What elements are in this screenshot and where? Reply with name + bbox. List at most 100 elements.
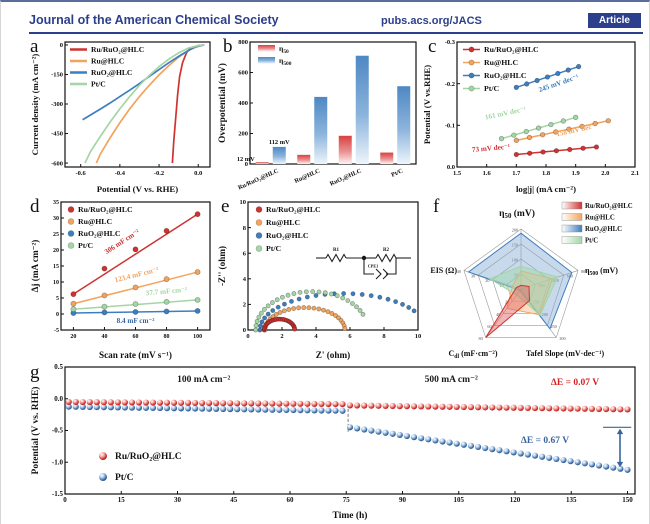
series-Ru@HLC	[513, 118, 611, 143]
svg-text:0: 0	[60, 42, 63, 49]
panel-e-nyquist-chart: e 0 2 4 6 8 10 0 2 4 6 8 10 Z' (ohm) -Z'' (ohm) Ru/RuO…	[216, 196, 424, 360]
svg-text:-1.0: -1.0	[52, 458, 64, 466]
svg-text:0: 0	[243, 327, 246, 334]
svg-text:15: 15	[53, 264, 59, 270]
svg-text:-0.2: -0.2	[154, 170, 164, 177]
legend: Ru/RuO₂@HLC Pt/C	[99, 452, 182, 483]
legend: Ru/RuO₂@HLC Ru@HLC RuO₂@HLC Pt/C	[70, 45, 144, 89]
panel-f-radar-chart: f 50100150200200400600800150200250300204…	[424, 196, 641, 360]
series-RuO₂@HLC	[513, 63, 582, 91]
panel-c-letter: c	[428, 36, 437, 57]
delta-e-arrow	[603, 426, 632, 468]
svg-text:η500: η500	[279, 56, 292, 67]
svg-text:10: 10	[415, 333, 422, 340]
svg-text:RuO₂@HLC: RuO₂@HLC	[91, 68, 132, 77]
tafel-chart-svg: 1.5 1.6 1.7 1.8 1.9 2.0 2.1 0.0 -0.1 -0.2 -0.3 log|…	[422, 39, 639, 194]
svg-text:EIS (Ω): EIS (Ω)	[430, 266, 457, 275]
svg-text:Potential (V vs. RHE): Potential (V vs. RHE)	[30, 387, 41, 475]
panel-g-stability-chart: g 0 15 30 45 60 75 90 105 120 135 150 0.5 0.0 -0.5 -1.…	[29, 362, 643, 520]
svg-text:300: 300	[559, 336, 565, 341]
panel-b-letter: b	[223, 36, 233, 57]
svg-text:60: 60	[287, 496, 295, 504]
series-Ru/RuO₂@HLC	[171, 44, 205, 164]
svg-text:RuO₂@HLC: RuO₂@HLC	[266, 231, 309, 240]
svg-text:Ru/RuO₂@HLC: Ru/RuO₂@HLC	[91, 45, 144, 54]
svg-text:100 mA cm⁻²: 100 mA cm⁻²	[177, 375, 230, 385]
svg-text:45: 45	[230, 496, 238, 504]
bar-n50-1	[297, 154, 311, 164]
svg-text:135: 135	[566, 496, 577, 504]
svg-text:35: 35	[53, 200, 59, 206]
svg-text:-Z'' (ohm): -Z'' (ohm)	[217, 246, 227, 286]
svg-text:2.0: 2.0	[601, 170, 609, 177]
svg-text:η50: η50	[279, 44, 289, 55]
svg-text:Tafel Slope (mV·dec⁻¹): Tafel Slope (mV·dec⁻¹)	[526, 349, 605, 358]
svg-text:15: 15	[118, 496, 126, 504]
series-RuO₂@HLC	[257, 291, 417, 333]
svg-text:30: 30	[471, 274, 475, 279]
svg-text:0.0: 0.0	[447, 164, 455, 171]
radar-chart-svg: 5010015020020040060080015020025030020406…	[430, 201, 633, 360]
svg-text:200: 200	[238, 131, 248, 138]
svg-text:RuO₂@HLC: RuO₂@HLC	[484, 71, 527, 80]
legend: Ru/RuO₂@HLC Ru@HLC RuO₂@HLC Pt/C	[255, 205, 321, 253]
panel-e-letter: e	[221, 196, 230, 217]
svg-text:Pt/C: Pt/C	[115, 473, 134, 483]
series-Pt/C	[65, 403, 631, 473]
bar-n500-2	[355, 55, 369, 164]
svg-text:30: 30	[53, 216, 59, 222]
journal-url-link[interactable]: pubs.acs.org/JACS	[381, 15, 482, 27]
panel-f-letter: f	[433, 196, 440, 217]
axes: 0 200 400 600 800 Overpotential (mV)	[217, 39, 417, 168]
svg-text:R1: R1	[333, 248, 340, 253]
bar-n50-3	[380, 152, 394, 164]
svg-text:20: 20	[485, 278, 489, 283]
svg-text:0.0: 0.0	[194, 170, 202, 177]
svg-text:20: 20	[53, 248, 59, 254]
svg-text:0: 0	[56, 312, 59, 318]
series-Pt/C	[84, 44, 205, 164]
svg-text:80: 80	[479, 336, 483, 341]
svg-text:1.6: 1.6	[483, 170, 492, 177]
svg-text:Ru/RuO₂@HLC: Ru/RuO₂@HLC	[78, 205, 133, 214]
svg-text:10: 10	[53, 280, 59, 286]
svg-text:200: 200	[512, 228, 518, 233]
svg-text:40: 40	[496, 312, 500, 317]
svg-text:-450: -450	[51, 131, 63, 138]
axes: 20 40 60 80 100 -5 0 5 10 15 20 25 30 35 Scan rate (mV…	[30, 200, 211, 360]
bar-n500-3	[397, 86, 411, 164]
panel-d-letter: d	[30, 196, 40, 217]
series-Pt/C	[498, 114, 579, 142]
bar-n50-2	[338, 135, 352, 164]
svg-text:8: 8	[243, 225, 247, 232]
svg-text:-0.3: -0.3	[445, 39, 456, 46]
article-badge: Article	[587, 13, 641, 28]
svg-text:Overpotential (mV): Overpotential (mV)	[217, 63, 228, 143]
svg-text:Time (h): Time (h)	[333, 510, 368, 520]
svg-text:0: 0	[245, 161, 248, 168]
svg-text:-300: -300	[51, 101, 63, 108]
svg-text:Pt/C: Pt/C	[91, 80, 106, 89]
svg-text:12 mV: 12 mV	[237, 156, 255, 163]
svg-text:-0.1: -0.1	[445, 123, 455, 130]
svg-text:Ru/RuO₂@HLC: Ru/RuO₂@HLC	[585, 203, 633, 210]
axes: 1.5 1.6 1.7 1.8 1.9 2.0 2.1 0.0 -0.1 -0.2 -0.3 log|…	[422, 39, 639, 194]
svg-text:log|j| (mA cm⁻²): log|j| (mA cm⁻²)	[516, 184, 576, 194]
svg-text:8: 8	[382, 333, 386, 340]
svg-text:0.5: 0.5	[54, 363, 63, 371]
svg-text:Pt/C: Pt/C	[266, 244, 282, 253]
overpotential-bar-svg: 0 200 400 600 800 Overpotential (mV) Ru/RuO₂@H…	[217, 39, 417, 191]
svg-text:η50 (mV): η50 (mV)	[499, 208, 535, 220]
svg-text:η500 (mV): η500 (mV)	[585, 266, 618, 277]
svg-text:-0.5: -0.5	[52, 427, 64, 435]
svg-text:150: 150	[512, 243, 518, 248]
series-Ru@HLC	[70, 269, 201, 307]
svg-text:RuO₂@HLC: RuO₂@HLC	[329, 167, 363, 187]
svg-text:100: 100	[193, 334, 202, 340]
svg-text:Ru@HLC: Ru@HLC	[293, 167, 321, 184]
svg-text:0.0: 0.0	[54, 395, 63, 403]
svg-text:20: 20	[70, 334, 76, 340]
svg-text:-5: -5	[54, 328, 59, 334]
svg-text:80: 80	[164, 334, 170, 340]
